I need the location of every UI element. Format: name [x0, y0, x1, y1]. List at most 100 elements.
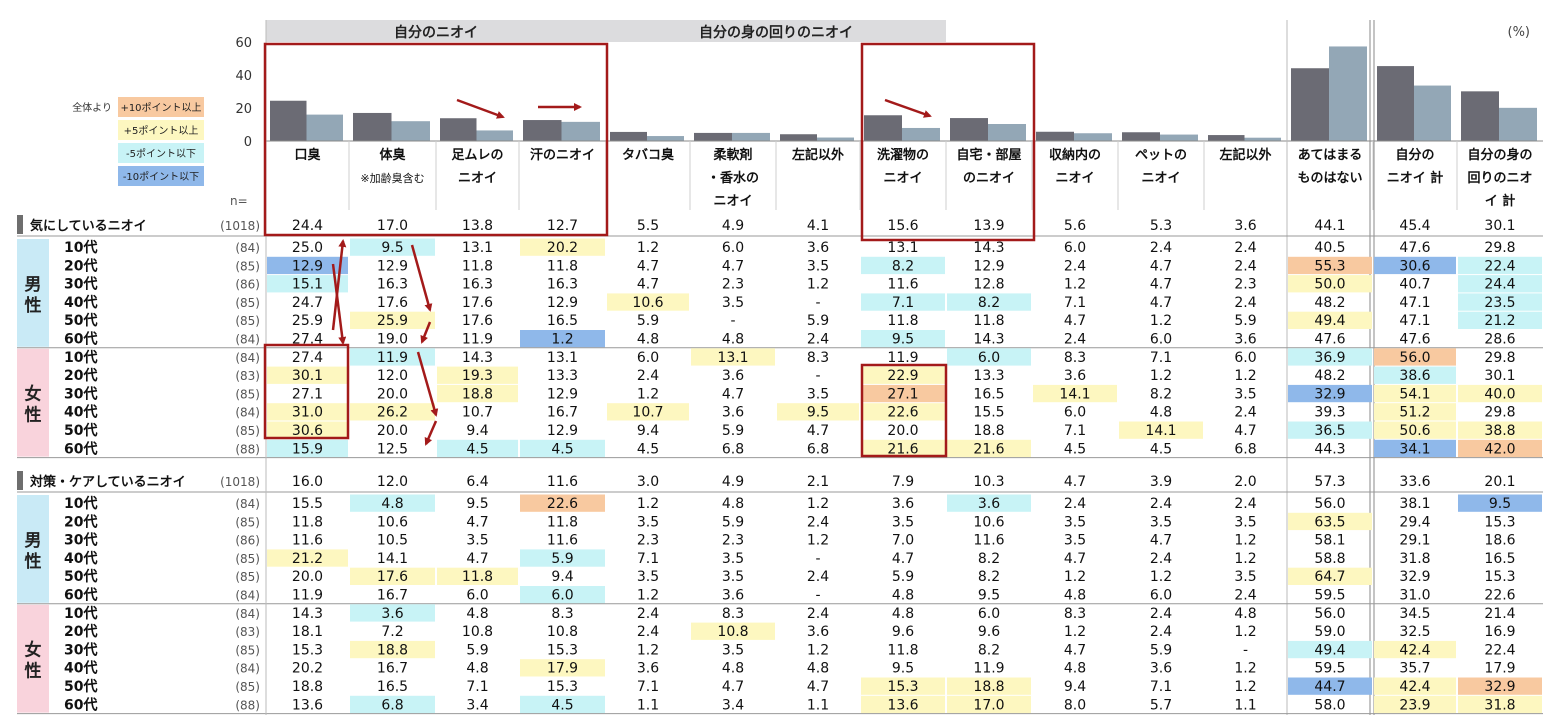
- table-cell: 6.0: [466, 588, 488, 604]
- legend-swatch: [118, 166, 204, 186]
- age-label: 40代: [64, 404, 97, 421]
- table-cell: 4.7: [1064, 551, 1086, 567]
- highlight-cell: [267, 421, 348, 439]
- highlight-cell: [691, 622, 775, 640]
- table-cell: 7.1: [466, 679, 488, 695]
- table-cell: 12.9: [377, 258, 408, 274]
- table-cell: -: [815, 368, 820, 384]
- table-cell: 11.8: [462, 569, 493, 585]
- table-cell: 5.9: [466, 642, 488, 658]
- table-cell: 8.2: [978, 642, 1000, 658]
- table-cell: 4.8: [892, 588, 914, 604]
- table-cell: 15.3: [547, 679, 578, 695]
- gender-label-bg: [17, 239, 49, 347]
- table-cell: 21.6: [887, 441, 918, 457]
- table-cell: 15.5: [973, 405, 1004, 421]
- table-cell: 4.7: [722, 679, 744, 695]
- table-cell: 1.2: [807, 642, 829, 658]
- table-cell: 24.4: [1484, 277, 1515, 293]
- table-cell: 1.2: [551, 332, 573, 348]
- table-cell: 49.4: [1314, 313, 1345, 329]
- row-n: (85): [235, 643, 260, 657]
- column-header: ペットの: [1135, 148, 1187, 163]
- total-cell: 3.6: [1234, 218, 1256, 234]
- row-n: (84): [235, 241, 260, 255]
- table-cell: -: [815, 551, 820, 567]
- total-cell: 30.1: [1484, 218, 1515, 234]
- table-cell: 17.6: [377, 569, 408, 585]
- table-cell: 15.5: [292, 496, 323, 512]
- table-cell: 59.0: [1314, 624, 1345, 640]
- table-cell: 4.5: [466, 441, 488, 457]
- table-cell: 3.5: [637, 569, 659, 585]
- table-cell: 8.2: [892, 258, 914, 274]
- highlight-cell: [861, 403, 945, 421]
- total-cell: 7.9: [892, 474, 914, 490]
- table-cell: 59.5: [1314, 588, 1345, 604]
- total-cell: 4.9: [722, 474, 744, 490]
- total-cell: 3.0: [637, 474, 659, 490]
- table-cell: 4.7: [1150, 277, 1172, 293]
- highlight-cell: [350, 695, 435, 714]
- table-cell: 2.4: [637, 606, 659, 622]
- table-cell: 3.5: [722, 295, 744, 311]
- age-label: 60代: [64, 587, 97, 604]
- bar: [1160, 134, 1198, 141]
- table-cell: 17.6: [462, 295, 493, 311]
- bar: [1244, 137, 1281, 141]
- table-cell: 4.7: [1064, 313, 1086, 329]
- table-cell: 3.6: [381, 606, 403, 622]
- table-cell: 1.2: [1234, 679, 1256, 695]
- table-cell: 29.4: [1399, 514, 1430, 530]
- table-cell: 7.1: [1150, 350, 1172, 366]
- row-n: (85): [235, 387, 260, 401]
- column-header: 自分の身の: [1467, 147, 1532, 163]
- table-cell: 1.2: [637, 496, 659, 512]
- table-cell: 9.4: [466, 423, 488, 439]
- table-cell: 11.8: [887, 313, 918, 329]
- table-cell: 4.7: [1234, 423, 1256, 439]
- table-cell: 2.4: [1064, 496, 1086, 512]
- column-header: 収納内の: [1049, 147, 1101, 163]
- highlight-cell: [520, 549, 605, 567]
- table-cell: 4.7: [637, 258, 659, 274]
- highlight-cell: [1288, 677, 1372, 695]
- n-label: n=: [230, 194, 248, 208]
- table-cell: 10.6: [973, 514, 1004, 530]
- total-cell: 17.0: [377, 218, 408, 234]
- table-cell: 21.6: [973, 441, 1004, 457]
- column-header: 洗濯物の: [877, 147, 929, 163]
- highlight-cell: [1458, 384, 1542, 403]
- highlight-cell: [1288, 348, 1372, 366]
- table-cell: 9.5: [466, 496, 488, 512]
- table-cell: 17.9: [547, 661, 578, 677]
- table-cell: 3.6: [807, 240, 829, 256]
- legend-label: +5ポイント以上: [124, 125, 199, 137]
- table-cell: 25.0: [292, 240, 323, 256]
- table-cell: 1.2: [637, 642, 659, 658]
- bar: [1377, 66, 1414, 141]
- table-cell: 2.4: [1234, 295, 1256, 311]
- group-header-bg: [266, 20, 606, 42]
- highlight-cell: [1374, 384, 1456, 403]
- highlight-cell: [691, 348, 775, 366]
- arrow: [456, 98, 505, 119]
- table-cell: 42.0: [1484, 441, 1515, 457]
- table-cell: 3.6: [722, 588, 744, 604]
- row-n: (84): [235, 406, 260, 420]
- table-cell: 18.6: [1484, 533, 1515, 549]
- table-cell: 16.7: [377, 588, 408, 604]
- table-cell: 14.3: [462, 350, 493, 366]
- table-cell: 22.6: [1484, 588, 1515, 604]
- highlight-cell: [437, 567, 518, 585]
- highlight-cell: [1458, 311, 1542, 329]
- table-cell: 7.1: [1064, 295, 1086, 311]
- table-cell: 1.2: [1064, 569, 1086, 585]
- table-cell: 18.8: [462, 386, 493, 402]
- total-cell: 12.7: [547, 218, 578, 234]
- gender-label-bg: [17, 348, 49, 457]
- table-cell: 12.5: [377, 441, 408, 457]
- table-cell: 5.9: [1234, 313, 1256, 329]
- table-cell: -: [1243, 642, 1248, 658]
- highlight-cell: [267, 256, 348, 275]
